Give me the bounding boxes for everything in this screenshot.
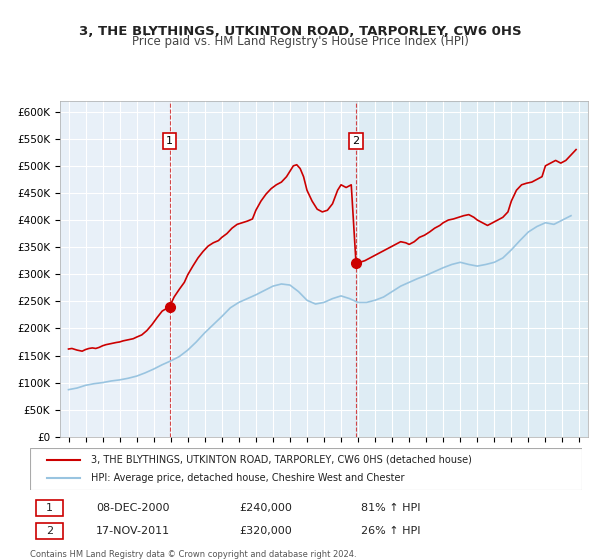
Text: Price paid vs. HM Land Registry's House Price Index (HPI): Price paid vs. HM Land Registry's House … <box>131 35 469 48</box>
Text: 1: 1 <box>166 136 173 146</box>
Text: 81% ↑ HPI: 81% ↑ HPI <box>361 503 421 513</box>
Bar <box>170 101 588 437</box>
FancyBboxPatch shape <box>35 500 63 516</box>
Bar <box>356 101 588 437</box>
Text: 08-DEC-2000: 08-DEC-2000 <box>96 503 170 513</box>
Text: 26% ↑ HPI: 26% ↑ HPI <box>361 526 421 536</box>
Text: 3, THE BLYTHINGS, UTKINTON ROAD, TARPORLEY, CW6 0HS (detached house): 3, THE BLYTHINGS, UTKINTON ROAD, TARPORL… <box>91 455 472 465</box>
Text: £320,000: £320,000 <box>240 526 293 536</box>
Text: HPI: Average price, detached house, Cheshire West and Chester: HPI: Average price, detached house, Ches… <box>91 473 404 483</box>
FancyBboxPatch shape <box>30 448 582 490</box>
Text: 2: 2 <box>352 136 359 146</box>
Text: 1: 1 <box>46 503 53 513</box>
Text: Contains HM Land Registry data © Crown copyright and database right 2024.
This d: Contains HM Land Registry data © Crown c… <box>30 550 356 560</box>
Text: 2: 2 <box>46 526 53 536</box>
Text: 3, THE BLYTHINGS, UTKINTON ROAD, TARPORLEY, CW6 0HS: 3, THE BLYTHINGS, UTKINTON ROAD, TARPORL… <box>79 25 521 38</box>
Text: £240,000: £240,000 <box>240 503 293 513</box>
Text: 17-NOV-2011: 17-NOV-2011 <box>96 526 170 536</box>
FancyBboxPatch shape <box>35 523 63 539</box>
